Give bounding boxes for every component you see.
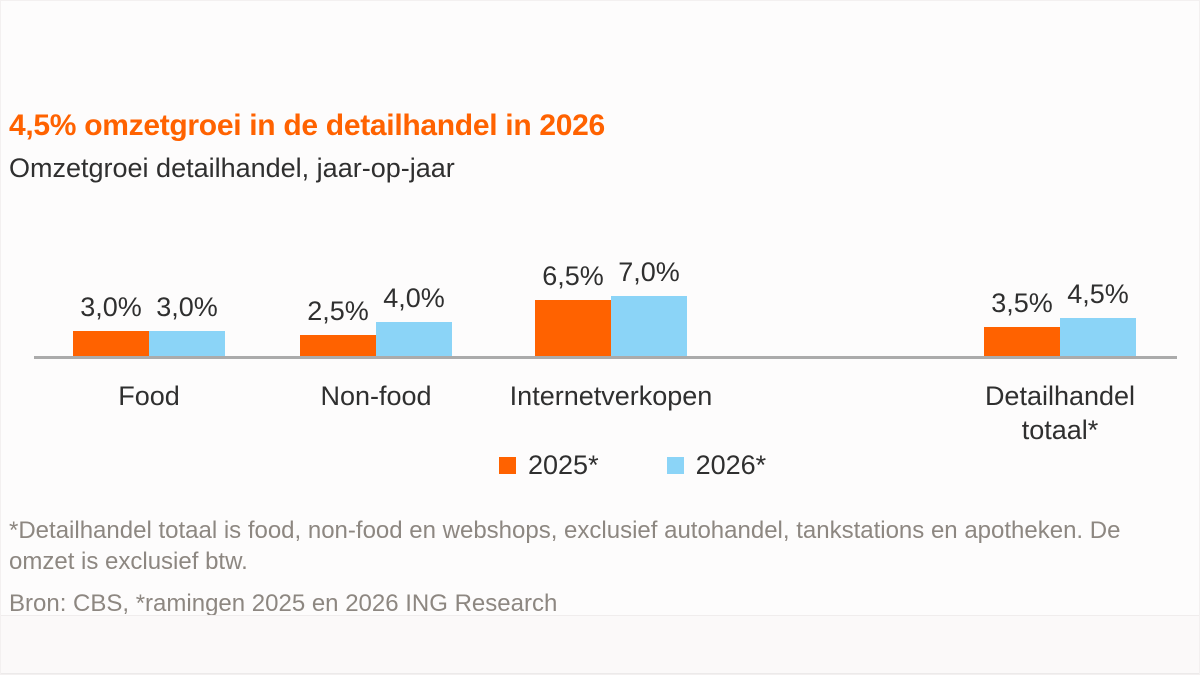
bar-value-label-2026-food: 3,0% bbox=[156, 292, 218, 322]
bar-value-label-2026-internetverkopen: 7,0% bbox=[618, 257, 680, 287]
bottom-strip bbox=[1, 615, 1199, 674]
category-label-detailhandel: Detailhandel totaal* bbox=[984, 381, 1136, 445]
bar-value-label-2025-detailhandel: 3,5% bbox=[991, 288, 1053, 318]
bar-2025-detailhandel bbox=[984, 327, 1060, 357]
footnote-line-1: *Detailhandel totaal is food, non-food e… bbox=[9, 517, 1121, 544]
legend-label-2025: 2025* bbox=[528, 450, 599, 480]
bar-2025-food bbox=[73, 331, 149, 357]
bar-2026-detailhandel bbox=[1060, 318, 1136, 357]
bar-value-label-2026-detailhandel: 4,5% bbox=[1067, 279, 1129, 309]
bar-2025-non-food bbox=[300, 335, 376, 357]
chart-footnote: *Detailhandel totaal is food, non-food e… bbox=[9, 515, 1120, 619]
source-line: Bron: CBS, *ramingen 2025 en 2026 ING Re… bbox=[9, 590, 558, 617]
category-label-internetverkopen: Internetverkopen bbox=[509, 381, 713, 411]
page-title: 4,5% omzetgroei in de detailhandel in 20… bbox=[9, 109, 605, 142]
category-label-non-food: Non-food bbox=[320, 381, 432, 411]
legend-label-2026: 2026* bbox=[695, 450, 767, 480]
bar-value-label-2025-internetverkopen: 6,5% bbox=[542, 261, 604, 291]
bar-value-label-2025-non-food: 2,5% bbox=[307, 296, 369, 326]
bar-2026-non-food bbox=[376, 322, 452, 357]
bar-2025-internetverkopen bbox=[535, 300, 611, 357]
footnote-line-2: omzet is exclusief btw. bbox=[9, 548, 248, 575]
chart-legend: 2025* 2026* bbox=[499, 450, 766, 481]
bar-value-label-2025-food: 3,0% bbox=[80, 292, 142, 322]
bar-value-label-2026-non-food: 4,0% bbox=[383, 283, 445, 313]
legend-swatch-2026-icon bbox=[666, 457, 684, 474]
legend-item-2026: 2026* bbox=[666, 450, 767, 481]
legend-item-2025: 2025* bbox=[499, 450, 599, 481]
chart-subtitle: Omzetgroei detailhandel, jaar-op-jaar bbox=[9, 153, 455, 183]
x-axis-line bbox=[34, 356, 1177, 359]
legend-swatch-2025-icon bbox=[499, 457, 516, 474]
category-label-food: Food bbox=[118, 381, 180, 411]
bar-2026-internetverkopen bbox=[611, 296, 687, 357]
bar-2026-food bbox=[149, 331, 225, 357]
